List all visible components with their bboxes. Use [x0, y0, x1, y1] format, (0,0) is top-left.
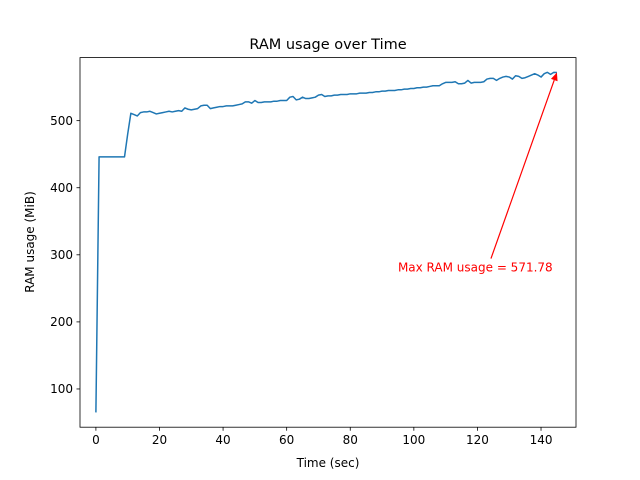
annotation-label: Max RAM usage = 571.78 — [398, 261, 553, 275]
x-tick-label: 60 — [279, 433, 294, 447]
chart-title: RAM usage over Time — [249, 37, 406, 53]
annotation-arrow-head — [550, 72, 558, 82]
x-tick-label: 80 — [343, 433, 358, 447]
y-tick-label: 400 — [50, 181, 73, 195]
annotation-arrow — [490, 79, 555, 259]
y-axis-ticks: 100 200 300 400 500 — [50, 114, 80, 396]
y-tick-label: 200 — [50, 315, 73, 329]
y-axis-label: RAM usage (MiB) — [23, 191, 37, 293]
x-tick-label: 0 — [92, 433, 100, 447]
x-axis-label: Time (sec) — [296, 456, 360, 470]
y-tick-label: 100 — [50, 382, 73, 396]
x-tick-label: 120 — [466, 433, 489, 447]
plot-frame — [79, 57, 577, 428]
y-tick-label: 300 — [50, 248, 73, 262]
x-tick-label: 40 — [215, 433, 230, 447]
x-axis-ticks: 0 20 40 60 80 100 120 140 — [92, 427, 552, 447]
series-line-0 — [95, 71, 557, 413]
x-tick-label: 100 — [402, 433, 425, 447]
x-tick-label: 140 — [530, 433, 553, 447]
y-tick-label: 500 — [50, 114, 73, 128]
annotation: Max RAM usage = 571.78 — [398, 72, 558, 275]
x-tick-label: 20 — [152, 433, 167, 447]
series-layer — [95, 71, 557, 413]
